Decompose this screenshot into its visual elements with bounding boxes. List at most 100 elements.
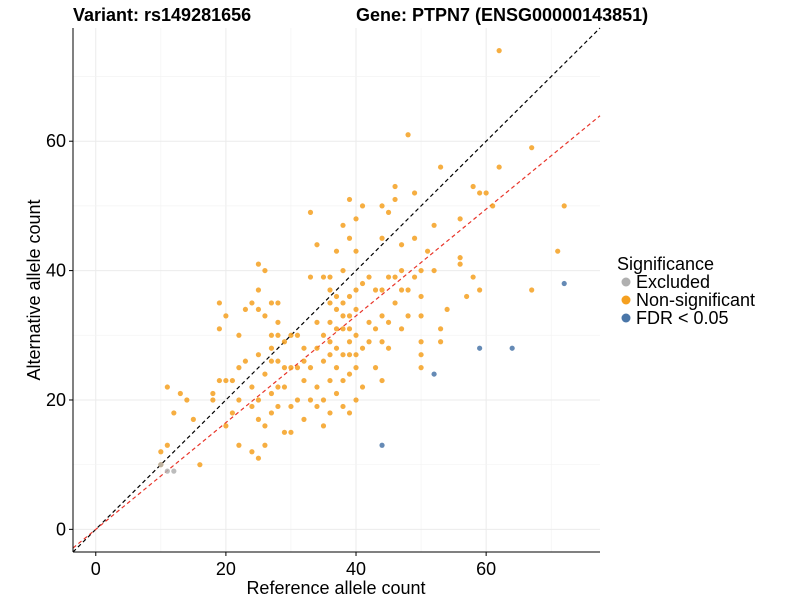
data-point <box>275 403 281 410</box>
data-point <box>359 280 366 287</box>
data-point <box>281 339 288 345</box>
data-point <box>353 216 359 222</box>
data-point <box>366 339 372 345</box>
data-point <box>255 455 262 461</box>
data-point <box>268 332 275 338</box>
data-point <box>411 190 418 196</box>
data-point <box>158 449 164 455</box>
data-point <box>477 190 483 196</box>
x-tick-label: 0 <box>91 559 101 579</box>
data-point <box>255 397 262 403</box>
data-point <box>477 287 483 293</box>
data-point <box>294 365 301 371</box>
legend-entry-label: Non-significant <box>636 290 755 310</box>
data-point <box>418 313 424 319</box>
legend-swatch <box>621 295 631 305</box>
data-point <box>392 274 398 280</box>
data-point <box>424 248 431 254</box>
data-point <box>437 164 444 170</box>
data-point <box>411 274 418 280</box>
data-point <box>327 352 333 358</box>
data-point <box>164 442 170 448</box>
data-point <box>405 313 411 319</box>
x-tick-label: 60 <box>476 559 496 579</box>
data-point <box>385 209 392 215</box>
data-point <box>372 365 379 371</box>
data-point <box>333 248 340 254</box>
data-point <box>236 332 242 338</box>
data-point <box>236 365 242 371</box>
y-tick-label: 20 <box>46 390 66 410</box>
data-point <box>288 429 294 435</box>
x-tick-label: 20 <box>216 559 236 579</box>
data-point <box>457 255 463 261</box>
data-point <box>223 377 229 384</box>
data-point <box>262 313 268 319</box>
data-point <box>327 287 333 293</box>
data-point <box>255 306 262 313</box>
data-point <box>288 365 294 371</box>
data-point <box>333 365 340 371</box>
data-point <box>320 423 327 429</box>
data-point <box>268 358 275 364</box>
data-point <box>353 365 359 371</box>
chart-title-variant: Variant: rs149281656 <box>73 5 251 25</box>
data-point <box>314 384 320 390</box>
data-point <box>223 423 229 429</box>
data-point <box>353 287 359 293</box>
data-point <box>496 164 502 170</box>
data-point <box>320 332 327 338</box>
legend-swatch <box>621 277 631 287</box>
data-point <box>437 326 444 332</box>
data-point <box>177 390 183 397</box>
data-point <box>275 358 281 364</box>
data-point <box>392 300 398 306</box>
data-point <box>470 183 476 190</box>
data-point <box>340 326 346 332</box>
data-point <box>346 235 353 241</box>
data-point <box>340 267 346 274</box>
data-point <box>158 462 164 468</box>
data-point <box>359 384 366 390</box>
data-point <box>529 287 535 293</box>
data-point <box>307 397 314 403</box>
data-point <box>464 293 470 300</box>
data-point <box>346 371 353 377</box>
data-point <box>301 358 307 364</box>
y-tick-label: 0 <box>56 519 66 539</box>
legend-title: Significance <box>617 254 714 274</box>
y-tick-label: 60 <box>46 131 66 151</box>
data-point <box>418 365 424 371</box>
data-point <box>490 203 496 209</box>
data-point <box>229 410 236 416</box>
data-point <box>262 267 268 274</box>
data-point <box>281 384 288 390</box>
data-point <box>255 287 262 293</box>
data-point <box>314 403 320 410</box>
data-point <box>346 196 353 203</box>
data-point <box>301 345 307 351</box>
data-point <box>431 222 437 228</box>
data-point <box>379 442 385 448</box>
axes <box>72 28 600 553</box>
data-point <box>275 384 281 390</box>
data-point <box>470 274 476 280</box>
data-point <box>431 267 437 274</box>
data-point <box>216 377 222 384</box>
data-point <box>333 293 340 300</box>
data-point <box>320 274 327 280</box>
data-point <box>255 261 262 267</box>
data-point <box>346 352 353 358</box>
data-point <box>366 319 372 325</box>
data-point <box>171 468 177 474</box>
data-point <box>268 300 275 306</box>
legend: Significance ExcludedNon-significantFDR … <box>617 254 755 328</box>
reference-line <box>72 115 601 549</box>
data-point <box>509 345 515 351</box>
data-point <box>333 345 340 351</box>
data-point <box>255 352 262 358</box>
data-point <box>561 203 567 209</box>
data-point <box>359 345 366 351</box>
data-point <box>385 319 392 325</box>
